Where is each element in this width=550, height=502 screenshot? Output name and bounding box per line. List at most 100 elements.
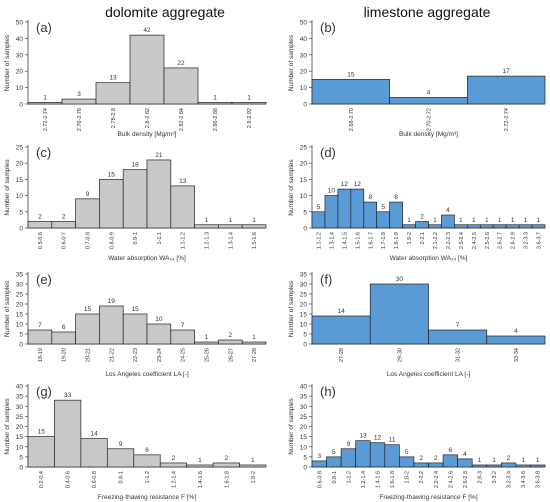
bar-h: [340, 448, 357, 468]
data-label-g: 15: [38, 429, 46, 436]
data-label-d: 1: [472, 217, 476, 224]
bar-b: [311, 79, 391, 105]
y-tick-label-e: 35: [16, 272, 24, 279]
category-label-c: 1.5-1.6: [252, 232, 258, 249]
bar-g: [212, 462, 240, 468]
data-label-d: 12: [341, 181, 349, 188]
category-label-h: 3.6-3.8: [536, 471, 542, 488]
y-axis-title-g: Number of samples: [4, 398, 11, 455]
data-label-d: 4: [446, 207, 450, 214]
bar-h: [457, 458, 473, 468]
data-label-h: 6: [449, 447, 453, 454]
data-label-c: 1: [252, 217, 256, 224]
category-label-d: 1.3-1.4: [329, 232, 335, 249]
bar-a: [27, 102, 63, 105]
data-label-a: 13: [109, 75, 117, 82]
bar-c: [51, 221, 76, 229]
category-label-e: 23-24: [157, 348, 163, 362]
category-label-h: 1-1.2: [346, 471, 352, 484]
bar-e: [146, 323, 172, 345]
data-label-h: 2: [507, 455, 511, 462]
bar-d: [350, 188, 365, 229]
y-tick-label-h: 20: [300, 424, 308, 431]
category-label-b: 2.72-2.74: [504, 108, 510, 131]
bar-c: [194, 224, 219, 229]
x-axis-title-f: Los Angeles coefficient LA [-]: [387, 371, 471, 378]
panel-label-a: (a): [36, 20, 52, 35]
x-axis-title-d: Water absorption WA₂₄ [%]: [390, 255, 468, 262]
category-label-a: 2.86-2.88: [213, 108, 219, 131]
data-label-c: 9: [86, 191, 90, 198]
category-label-d: 2.8-2.9: [511, 232, 517, 249]
x-axis-title-g: Freezing-thawing resistance F [%]: [98, 494, 196, 501]
category-label-d: 2.5-2.6: [485, 232, 491, 249]
panel-label-h: (h): [320, 384, 336, 399]
data-label-a: 3: [77, 91, 81, 98]
bar-e: [27, 329, 53, 345]
data-label-c: 21: [155, 152, 163, 159]
bar-f: [486, 335, 546, 345]
category-label-g: 1.4-1.6: [198, 471, 204, 488]
category-label-a: 2.9-2.92: [247, 108, 253, 128]
category-label-h: 2-2.2: [419, 471, 425, 484]
bar-e: [51, 331, 76, 345]
data-label-d: 1: [498, 217, 502, 224]
data-label-a: 1: [247, 94, 251, 101]
panel-label-d: (d): [320, 145, 336, 160]
data-label-d: 1: [524, 217, 528, 224]
data-label-d: 1: [407, 217, 411, 224]
bar-d: [518, 224, 533, 229]
bar-d: [324, 195, 339, 229]
category-label-e: 25-26: [205, 348, 211, 362]
data-label-d: 10: [328, 188, 336, 195]
y-tick-label-e: 30: [16, 282, 24, 289]
y-tick-label-d: 25: [300, 145, 308, 152]
y-tick-label-h: 15: [300, 434, 308, 441]
category-label-g: 1.2-1.4: [171, 471, 177, 488]
y-tick-label-d: 20: [300, 161, 308, 168]
category-label-h: 2.8-3: [477, 471, 483, 484]
y-tick-label-h: 30: [300, 404, 308, 411]
category-label-c: 1-1.1: [157, 232, 163, 245]
data-label-f: 14: [338, 308, 346, 315]
y-tick-label-d: 15: [300, 177, 308, 184]
y-tick-label-e: 20: [16, 302, 24, 309]
bar-e: [194, 341, 219, 345]
x-axis-title-e: Los Angeles coefficient LA [-]: [105, 371, 189, 378]
category-label-h: 2.4-2.6: [448, 471, 454, 488]
data-label-h: 11: [389, 437, 396, 444]
bar-d: [441, 214, 455, 229]
bar-d: [466, 224, 481, 229]
bar-a: [197, 102, 233, 105]
data-label-b: 17: [503, 68, 511, 75]
bar-d: [505, 224, 520, 229]
y-tick-label-g: 0: [19, 465, 23, 472]
panel-label-c: (c): [36, 145, 51, 160]
category-label-d: 2-2.1: [420, 232, 426, 245]
category-label-h: 1.8-2: [405, 471, 411, 484]
data-label-d: 12: [354, 181, 362, 188]
panel-label-f: (f): [320, 272, 332, 287]
data-label-d: 1: [433, 217, 437, 224]
category-label-d: 1.6-1.7: [368, 232, 374, 249]
category-label-g: 1-1.2: [145, 471, 151, 484]
bar-a: [95, 82, 131, 105]
data-label-d: 2: [420, 214, 424, 221]
bar-d: [376, 211, 391, 229]
x-axis-title-h: Freezing-thawing resistance F [%]: [379, 494, 477, 501]
bar-h: [486, 464, 502, 468]
data-label-e: 6: [62, 324, 66, 331]
data-label-e: 7: [181, 322, 185, 329]
data-label-c: 1: [228, 217, 232, 224]
bar-c: [218, 224, 243, 229]
data-label-d: 1: [459, 217, 463, 224]
data-label-g: 6: [145, 447, 149, 454]
y-tick-label-c: 5: [19, 209, 23, 216]
data-label-e: 1: [205, 334, 209, 341]
data-label-h: 5: [332, 449, 336, 456]
bar-g: [54, 399, 82, 468]
bar-h: [413, 462, 429, 468]
data-label-h: 1: [536, 457, 540, 464]
data-label-d: 1: [511, 217, 515, 224]
y-tick-label-c: 20: [16, 161, 24, 168]
